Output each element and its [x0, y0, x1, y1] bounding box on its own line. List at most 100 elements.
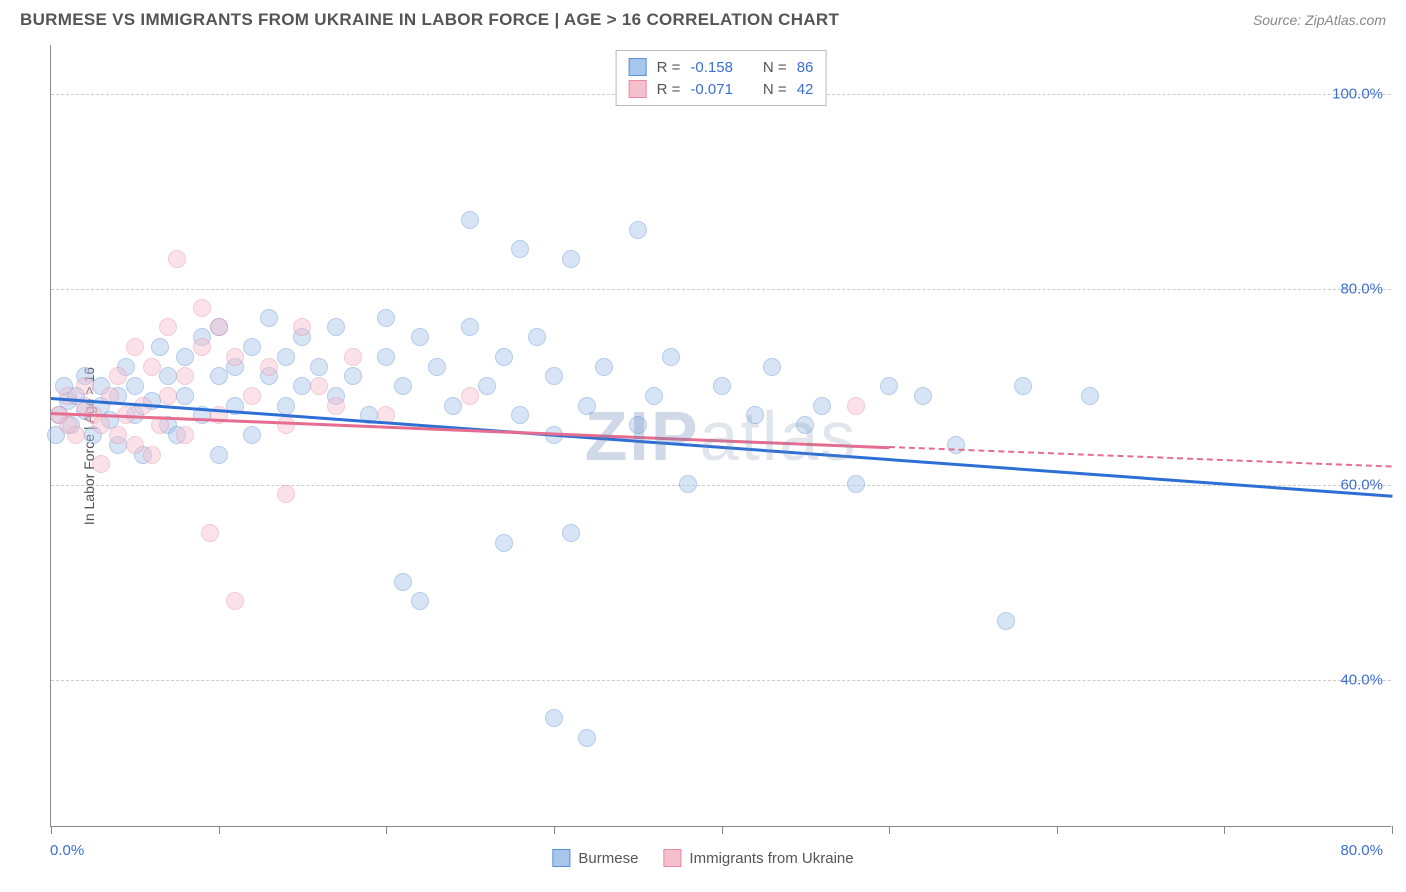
- data-point: [914, 387, 932, 405]
- data-point: [1014, 377, 1032, 395]
- data-point: [511, 406, 529, 424]
- data-point: [562, 524, 580, 542]
- legend-swatch: [629, 80, 647, 98]
- legend-label: Immigrants from Ukraine: [689, 850, 853, 867]
- legend-swatch: [663, 849, 681, 867]
- n-label: N =: [763, 81, 787, 98]
- n-value: 42: [797, 81, 814, 98]
- data-point: [210, 446, 228, 464]
- x-tick: [1224, 826, 1225, 834]
- gridline: [51, 289, 1391, 290]
- data-point: [176, 426, 194, 444]
- correlation-legend: R = -0.158 N = 86 R = -0.071 N = 42: [616, 50, 827, 106]
- data-point: [92, 416, 110, 434]
- data-point: [662, 348, 680, 366]
- data-point: [461, 211, 479, 229]
- data-point: [629, 221, 647, 239]
- r-label: R =: [657, 59, 681, 76]
- data-point: [143, 358, 161, 376]
- legend-swatch: [629, 58, 647, 76]
- x-tick: [386, 826, 387, 834]
- data-point: [713, 377, 731, 395]
- data-point: [159, 367, 177, 385]
- data-point: [310, 358, 328, 376]
- data-point: [394, 377, 412, 395]
- x-tick: [554, 826, 555, 834]
- trend-line: [51, 397, 1392, 497]
- data-point: [327, 397, 345, 415]
- x-tick: [722, 826, 723, 834]
- data-point: [411, 592, 429, 610]
- data-point: [277, 416, 295, 434]
- stat-row: R = -0.158 N = 86: [629, 56, 814, 78]
- scatter-chart: ZIPatlas R =-0.158N =86R =-0.071N =42 40…: [50, 45, 1391, 827]
- legend-swatch: [552, 849, 570, 867]
- x-min-label: 0.0%: [50, 842, 84, 859]
- data-point: [109, 426, 127, 444]
- data-point: [126, 377, 144, 395]
- x-max-label: 80.0%: [1340, 842, 1383, 859]
- r-value: -0.158: [690, 59, 733, 76]
- data-point: [126, 436, 144, 454]
- data-point: [847, 397, 865, 415]
- data-point: [210, 318, 228, 336]
- data-point: [796, 416, 814, 434]
- data-point: [201, 524, 219, 542]
- data-point: [578, 397, 596, 415]
- r-label: R =: [657, 81, 681, 98]
- x-tick: [889, 826, 890, 834]
- data-point: [528, 328, 546, 346]
- chart-title: BURMESE VS IMMIGRANTS FROM UKRAINE IN LA…: [20, 10, 839, 30]
- source-credit: Source: ZipAtlas.com: [1253, 12, 1386, 28]
- data-point: [444, 397, 462, 415]
- data-point: [277, 397, 295, 415]
- data-point: [679, 475, 697, 493]
- r-value: -0.071: [690, 81, 733, 98]
- data-point: [763, 358, 781, 376]
- data-point: [277, 485, 295, 503]
- data-point: [159, 318, 177, 336]
- y-tick-label: 40.0%: [1340, 672, 1383, 689]
- n-value: 86: [797, 59, 814, 76]
- data-point: [67, 426, 85, 444]
- data-point: [511, 240, 529, 258]
- data-point: [461, 318, 479, 336]
- y-tick-label: 100.0%: [1332, 85, 1383, 102]
- data-point: [344, 348, 362, 366]
- data-point: [478, 377, 496, 395]
- data-point: [545, 367, 563, 385]
- data-point: [595, 358, 613, 376]
- data-point: [578, 729, 596, 747]
- n-label: N =: [763, 59, 787, 76]
- data-point: [1081, 387, 1099, 405]
- data-point: [226, 348, 244, 366]
- data-point: [428, 358, 446, 376]
- gridline: [51, 485, 1391, 486]
- data-point: [327, 318, 345, 336]
- legend-label: Burmese: [578, 850, 638, 867]
- data-point: [947, 436, 965, 454]
- data-point: [344, 367, 362, 385]
- y-tick-label: 80.0%: [1340, 281, 1383, 298]
- legend-item: Immigrants from Ukraine: [663, 849, 853, 867]
- data-point: [293, 377, 311, 395]
- data-point: [59, 387, 77, 405]
- data-point: [880, 377, 898, 395]
- data-point: [226, 592, 244, 610]
- data-point: [293, 318, 311, 336]
- series-legend: Burmese Immigrants from Ukraine: [552, 849, 853, 867]
- data-point: [629, 416, 647, 434]
- data-point: [310, 377, 328, 395]
- data-point: [847, 475, 865, 493]
- data-point: [562, 250, 580, 268]
- data-point: [813, 397, 831, 415]
- data-point: [92, 455, 110, 473]
- data-point: [545, 709, 563, 727]
- gridline: [51, 680, 1391, 681]
- legend-item: Burmese: [552, 849, 638, 867]
- data-point: [377, 348, 395, 366]
- data-point: [461, 387, 479, 405]
- data-point: [645, 387, 663, 405]
- x-tick: [219, 826, 220, 834]
- data-point: [193, 299, 211, 317]
